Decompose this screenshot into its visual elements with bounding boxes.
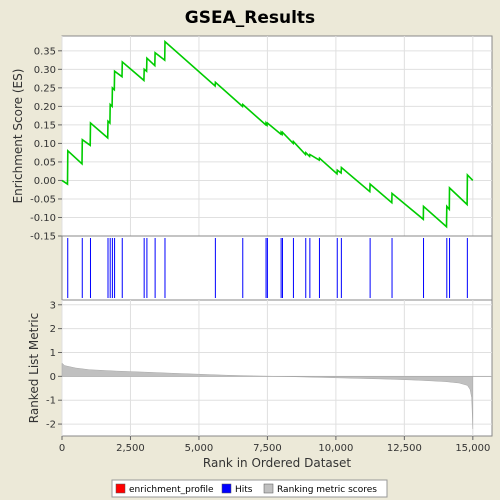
x-tick-label: 10,000	[318, 443, 353, 454]
legend-swatch-hits	[221, 483, 232, 494]
enrichment-y-tick-label: 0.35	[34, 46, 56, 57]
x-tick-label: 2,500	[116, 443, 145, 454]
enrichment-profile-line	[61, 39, 474, 229]
ranking-panel	[61, 299, 493, 437]
ranking-y-axis-label: Ranked List Metric	[27, 313, 41, 423]
enrichment-y-tick-label: 0.10	[34, 139, 56, 150]
enrichment-y-tick-label: 0.25	[34, 83, 56, 94]
enrichment-y-tick-label: -0.10	[30, 213, 56, 224]
ranking-y-tick-label: -2	[46, 420, 56, 431]
enrichment-y-tick-label: 0.20	[34, 102, 56, 113]
enrichment-y-tick-label: 0.30	[34, 65, 56, 76]
x-axis-ticks: 0 2,500 5,000 7,500 10,000 12,500 15,000	[59, 436, 490, 454]
legend-label-hits: Hits	[235, 485, 253, 495]
chart-title: GSEA_Results	[185, 8, 315, 28]
enrichment-y-tick-label: 0.15	[34, 120, 56, 131]
x-tick-label: 0	[59, 443, 65, 454]
legend-label-enrichment-profile: enrichment_profile	[129, 485, 214, 495]
ranking-y-tick-label: 1	[50, 348, 56, 359]
ranking-y-tick-label: 2	[50, 324, 56, 335]
ranking-y-tick-label: 0	[50, 372, 56, 383]
ranking-y-tick-label: 3	[50, 300, 56, 311]
hit-markers	[67, 238, 468, 298]
enrichment-y-tick-label: 0.00	[34, 176, 56, 187]
ranking-metric-area	[61, 362, 474, 429]
ranking-y-ticks: -2 -1 0 1 2 3	[46, 300, 62, 431]
legend-swatch-enrichment-profile	[115, 483, 126, 494]
x-tick-label: 5,000	[185, 443, 214, 454]
hits-panel	[61, 235, 493, 301]
enrichment-y-axis-label: Enrichment Score (ES)	[11, 69, 25, 204]
legend-box	[111, 479, 388, 498]
legend-label-ranking-metric: Ranking metric scores	[277, 485, 377, 495]
legend-swatch-ranking-metric	[263, 483, 274, 494]
enrichment-y-ticks: -0.15 -0.10 -0.05 0.00 0.05 0.10 0.15 0.20 0.25 0…	[30, 46, 62, 243]
enrichment-y-tick-label: -0.15	[30, 232, 56, 243]
enrichment-y-tick-label: 0.05	[34, 157, 56, 168]
enrichment-y-tick-label: -0.05	[30, 194, 56, 205]
x-tick-label: 15,000	[455, 443, 490, 454]
x-tick-label: 12,500	[387, 443, 422, 454]
ranking-y-tick-label: -1	[46, 396, 56, 407]
x-tick-label: 7,500	[253, 443, 282, 454]
x-axis-label: Rank in Ordered Dataset	[203, 456, 351, 470]
legend: enrichment_profile Hits Ranking metric s…	[111, 479, 388, 498]
